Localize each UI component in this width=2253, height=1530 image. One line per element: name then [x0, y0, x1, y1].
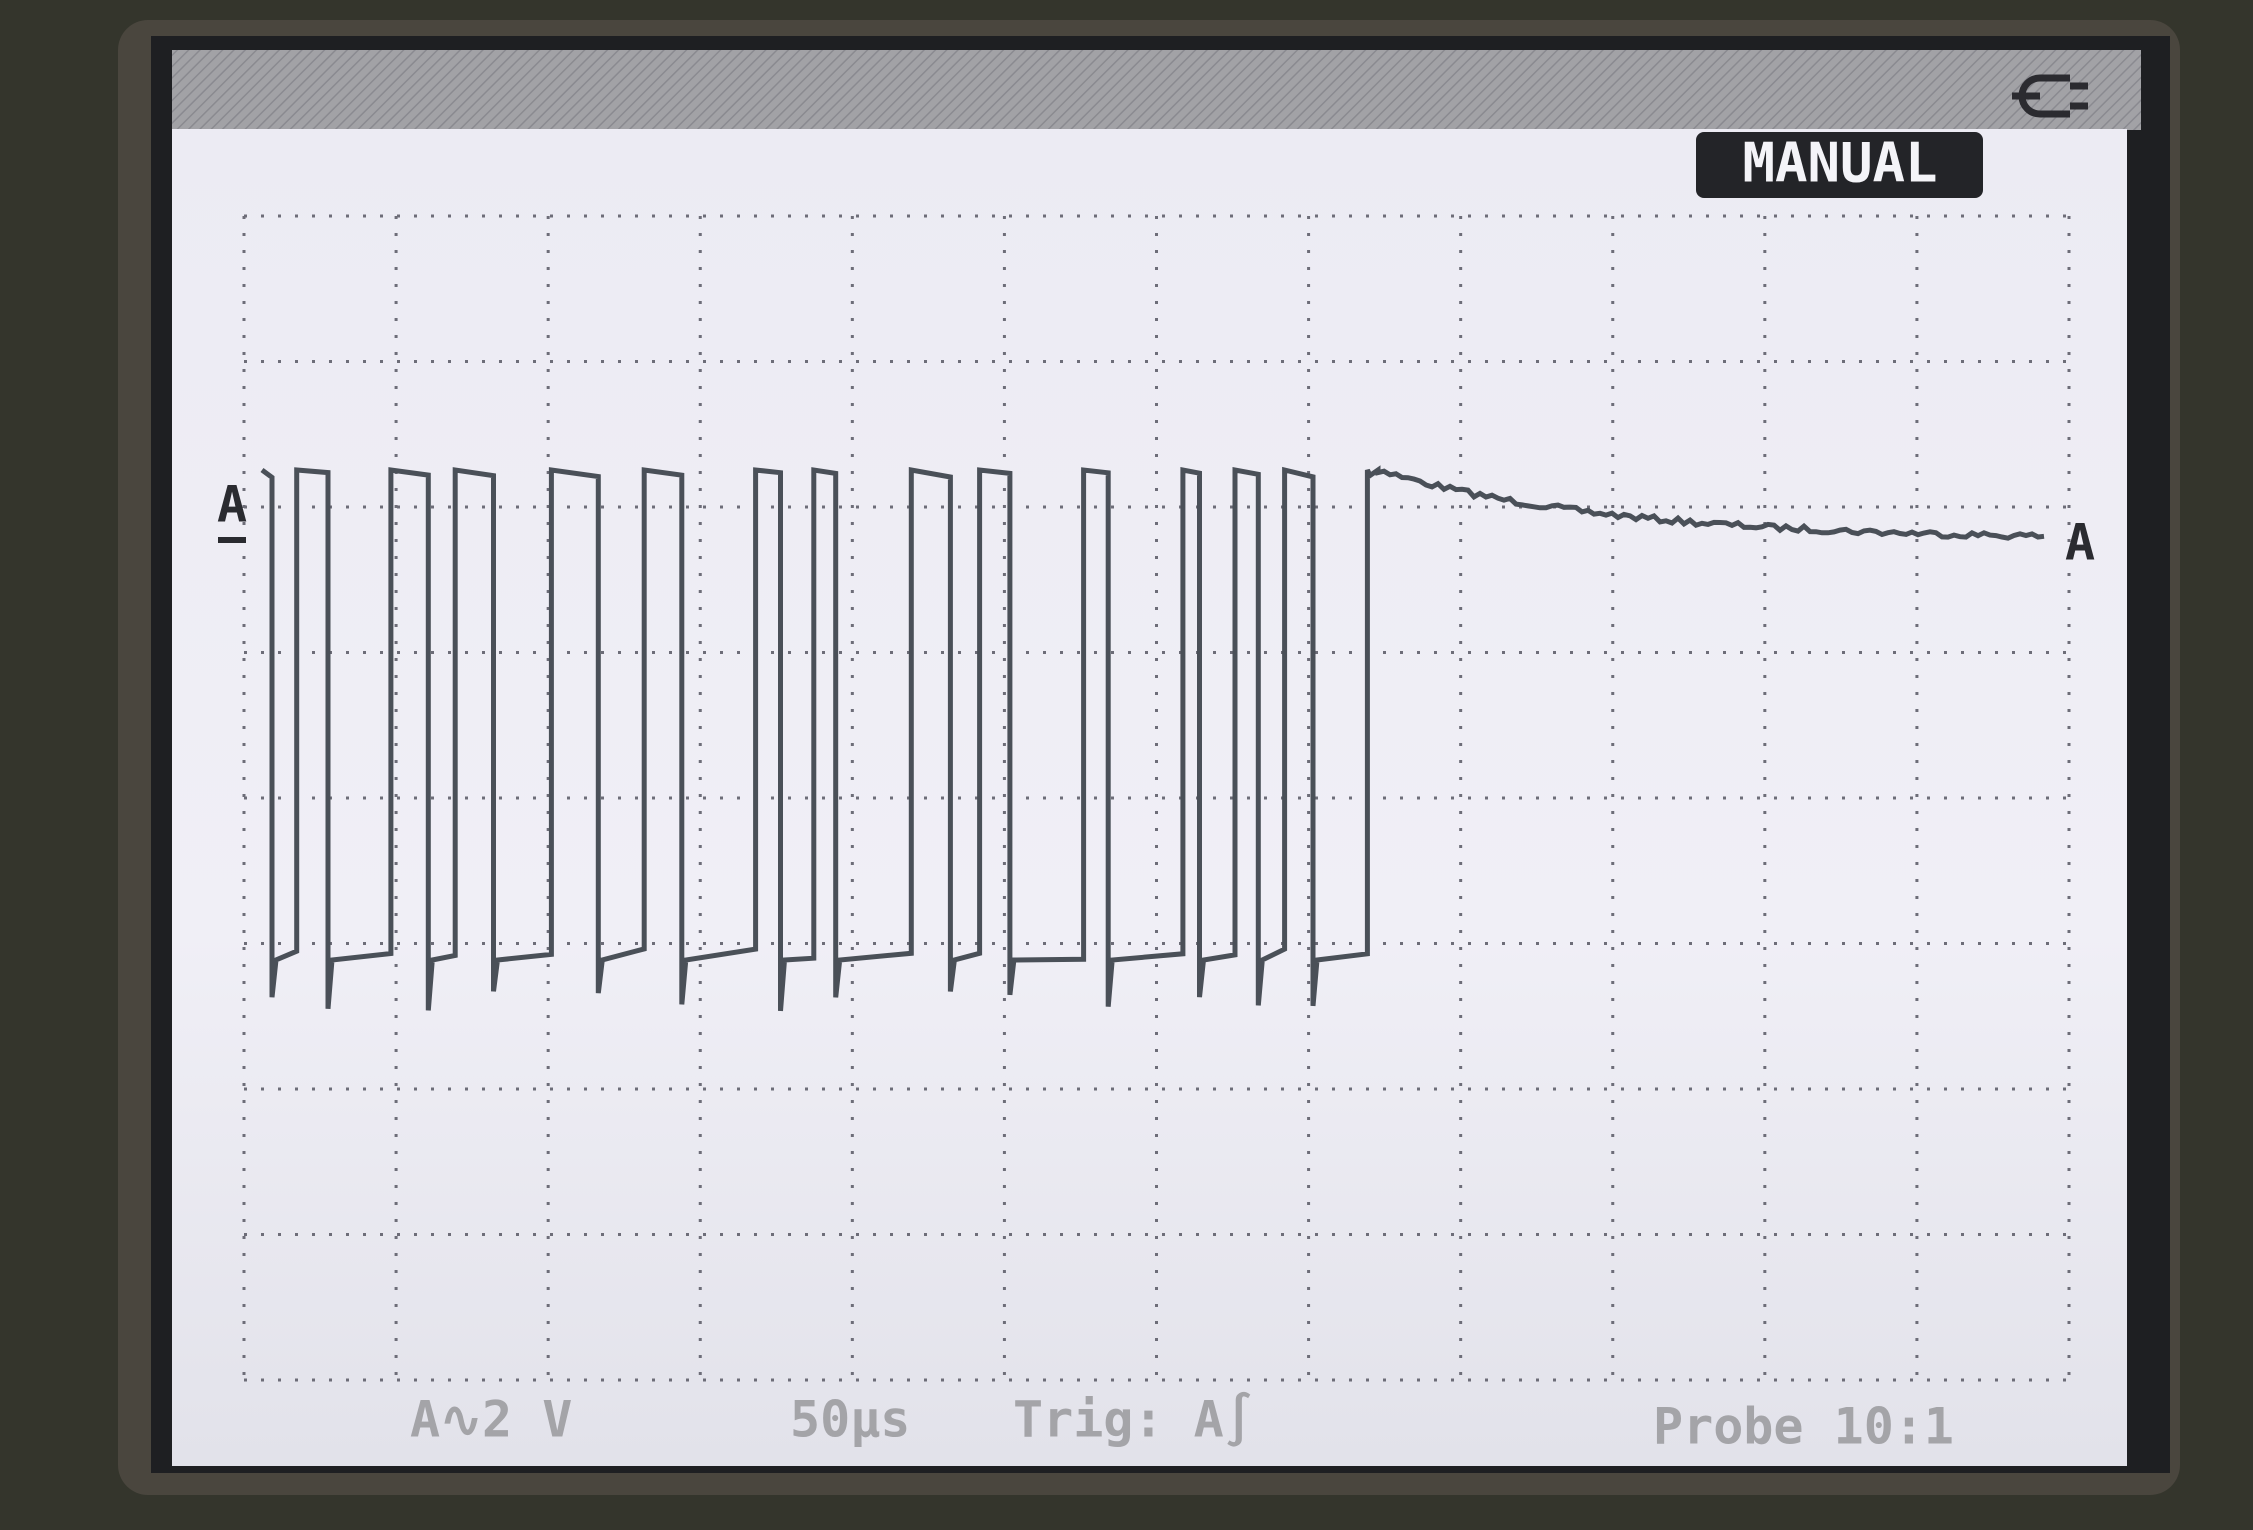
waveform	[260, 465, 2045, 1012]
timebase: 50µs	[790, 1391, 910, 1449]
grid	[242, 214, 2071, 1382]
probe: Probe 10:1	[1653, 1398, 1954, 1456]
status-bar	[172, 50, 2141, 130]
mode-label: MANUAL	[1742, 132, 1937, 195]
power-icon	[2012, 74, 2088, 118]
channel-scale: A∿2 V	[410, 1391, 572, 1449]
trigger: Trig: A∫	[1013, 1391, 1254, 1449]
channel-marker-right: A	[2065, 514, 2095, 572]
marker-underline	[218, 537, 246, 543]
mode-badge	[1696, 132, 1983, 198]
lcd	[172, 129, 2127, 1466]
channel-marker-left: A	[217, 476, 247, 534]
